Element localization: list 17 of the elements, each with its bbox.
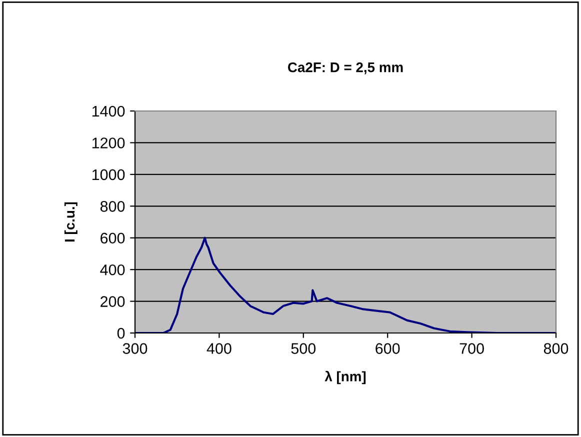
x-tick-label: 400 xyxy=(206,343,232,354)
y-tick-label: 1200 xyxy=(92,138,125,148)
y-tick-label: 1400 xyxy=(92,106,125,117)
y-tick-label: 800 xyxy=(100,201,125,212)
y-tick-label: 400 xyxy=(100,264,125,276)
x-tick-label: 600 xyxy=(376,343,400,354)
x-axis-title: λ [nm] xyxy=(324,370,366,384)
y-tick-label: 0 xyxy=(117,328,125,339)
y-axis-title: I [c.u.] xyxy=(64,202,78,242)
x-tick-label: 500 xyxy=(291,343,316,354)
chart-title: Ca2F: D = 2,5 mm xyxy=(288,62,403,74)
y-tick-label: 1000 xyxy=(92,169,125,180)
x-tick-label: 800 xyxy=(544,343,568,354)
y-tick-label: 600 xyxy=(100,232,125,244)
x-tick-label: 300 xyxy=(122,343,148,354)
x-tick-label: 700 xyxy=(460,343,484,354)
y-tick-label: 200 xyxy=(100,296,125,307)
